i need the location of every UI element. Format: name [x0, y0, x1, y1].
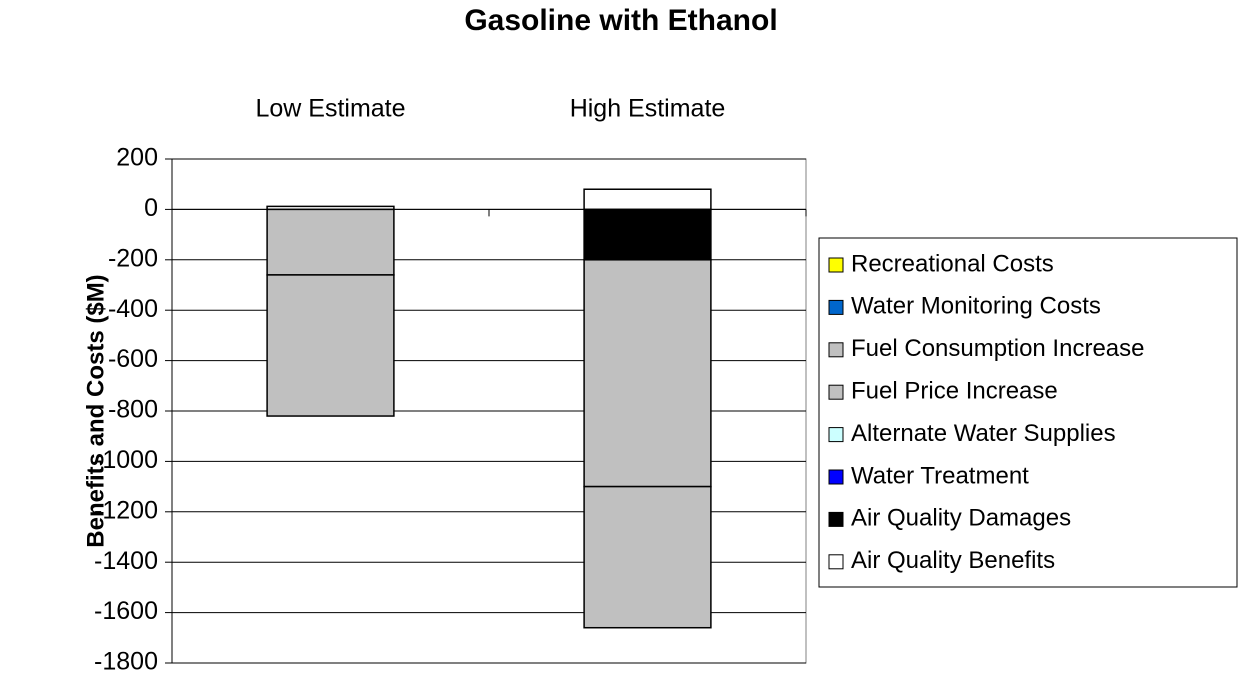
bar-segment: [583, 259, 712, 488]
x-category-label: Low Estimate: [255, 95, 405, 123]
legend-swatch: [828, 554, 844, 570]
legend-swatch: [828, 427, 844, 443]
legend-label: Alternate Water Supplies: [851, 420, 1116, 447]
bar-segment: [583, 208, 712, 261]
legend-swatch: [828, 342, 844, 358]
legend-label: Fuel Consumption Increase: [851, 335, 1144, 362]
y-tick-label: -1400: [94, 547, 158, 575]
y-tick-label: -600: [108, 345, 158, 373]
legend-label: Water Treatment: [851, 462, 1029, 489]
y-axis-label: Benefits and Costs ($M): [82, 274, 109, 547]
bar-segment: [266, 274, 395, 417]
y-tick-label: 0: [144, 194, 158, 222]
legend-label: Recreational Costs: [851, 250, 1054, 277]
y-tick-label: -1000: [94, 446, 158, 474]
bar-segment: [583, 188, 712, 211]
y-tick-label: -1800: [94, 648, 158, 676]
y-tick-label: 200: [116, 144, 158, 172]
bar-segment: [266, 208, 395, 276]
bar-segment: [583, 485, 712, 629]
legend-box: [818, 237, 1238, 588]
y-tick-label: -1200: [94, 496, 158, 524]
y-tick-label: -1600: [94, 597, 158, 625]
legend-label: Air Quality Damages: [851, 505, 1071, 532]
legend-label: Fuel Price Increase: [851, 378, 1058, 405]
legend-swatch: [828, 384, 844, 400]
legend-label: Water Monitoring Costs: [851, 293, 1101, 320]
chart-title: Gasoline with Ethanol: [464, 4, 777, 37]
legend-swatch: [828, 469, 844, 485]
legend-label: Air Quality Benefits: [851, 547, 1055, 574]
x-category-label: High Estimate: [570, 95, 726, 123]
y-tick-label: -800: [108, 396, 158, 424]
legend-swatch: [828, 257, 844, 273]
legend-swatch: [828, 299, 844, 315]
y-tick-label: -400: [108, 295, 158, 323]
legend-swatch: [828, 511, 844, 527]
y-tick-label: -200: [108, 244, 158, 272]
